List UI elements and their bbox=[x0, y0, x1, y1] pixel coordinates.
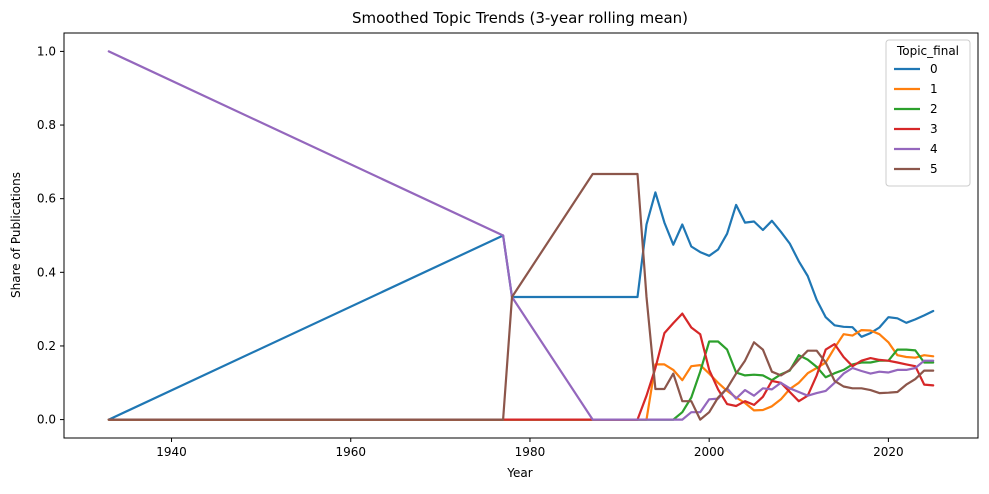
series-line-topic-5 bbox=[107, 172, 935, 421]
x-tick-label: 1940 bbox=[156, 445, 187, 459]
legend-label-topic-4: 4 bbox=[930, 142, 938, 156]
legend-label-topic-3: 3 bbox=[930, 122, 938, 136]
y-tick-label: 0.2 bbox=[37, 339, 56, 353]
series-line-topic-4 bbox=[107, 50, 935, 421]
y-tick-label: 0.0 bbox=[37, 413, 56, 427]
x-tick-label: 1980 bbox=[515, 445, 546, 459]
legend-box bbox=[885, 39, 971, 187]
legend: Topic_final 0 1 2 3 4 5 bbox=[885, 39, 971, 187]
series-line-topic-0 bbox=[107, 191, 935, 421]
x-tick-label: 2000 bbox=[694, 445, 725, 459]
legend-label-topic-2: 2 bbox=[930, 102, 938, 116]
legend-label-topic-1: 1 bbox=[930, 82, 938, 96]
legend-label-topic-0: 0 bbox=[930, 62, 938, 76]
series-line-topic-1 bbox=[107, 329, 935, 421]
y-tick-label: 1.0 bbox=[37, 44, 56, 58]
x-axis-label: Year bbox=[506, 466, 532, 480]
y-axis-label: Share of Publications bbox=[9, 172, 23, 298]
legend-label-topic-5: 5 bbox=[930, 162, 938, 176]
plot-area bbox=[107, 50, 935, 421]
x-tick-label: 2020 bbox=[873, 445, 904, 459]
y-tick-label: 0.6 bbox=[37, 192, 56, 206]
y-tick-label: 0.8 bbox=[37, 118, 56, 132]
chart-title: Smoothed Topic Trends (3-year rolling me… bbox=[352, 9, 688, 27]
axes: 1940 1960 1980 2000 2020 0.0 0.2 0.4 0.6 0.8 1.0 bbox=[37, 44, 904, 459]
x-tick-label: 1960 bbox=[335, 445, 366, 459]
legend-title: Topic_final bbox=[896, 44, 959, 58]
y-tick-label: 0.4 bbox=[37, 265, 56, 279]
axes-frame bbox=[63, 32, 979, 439]
